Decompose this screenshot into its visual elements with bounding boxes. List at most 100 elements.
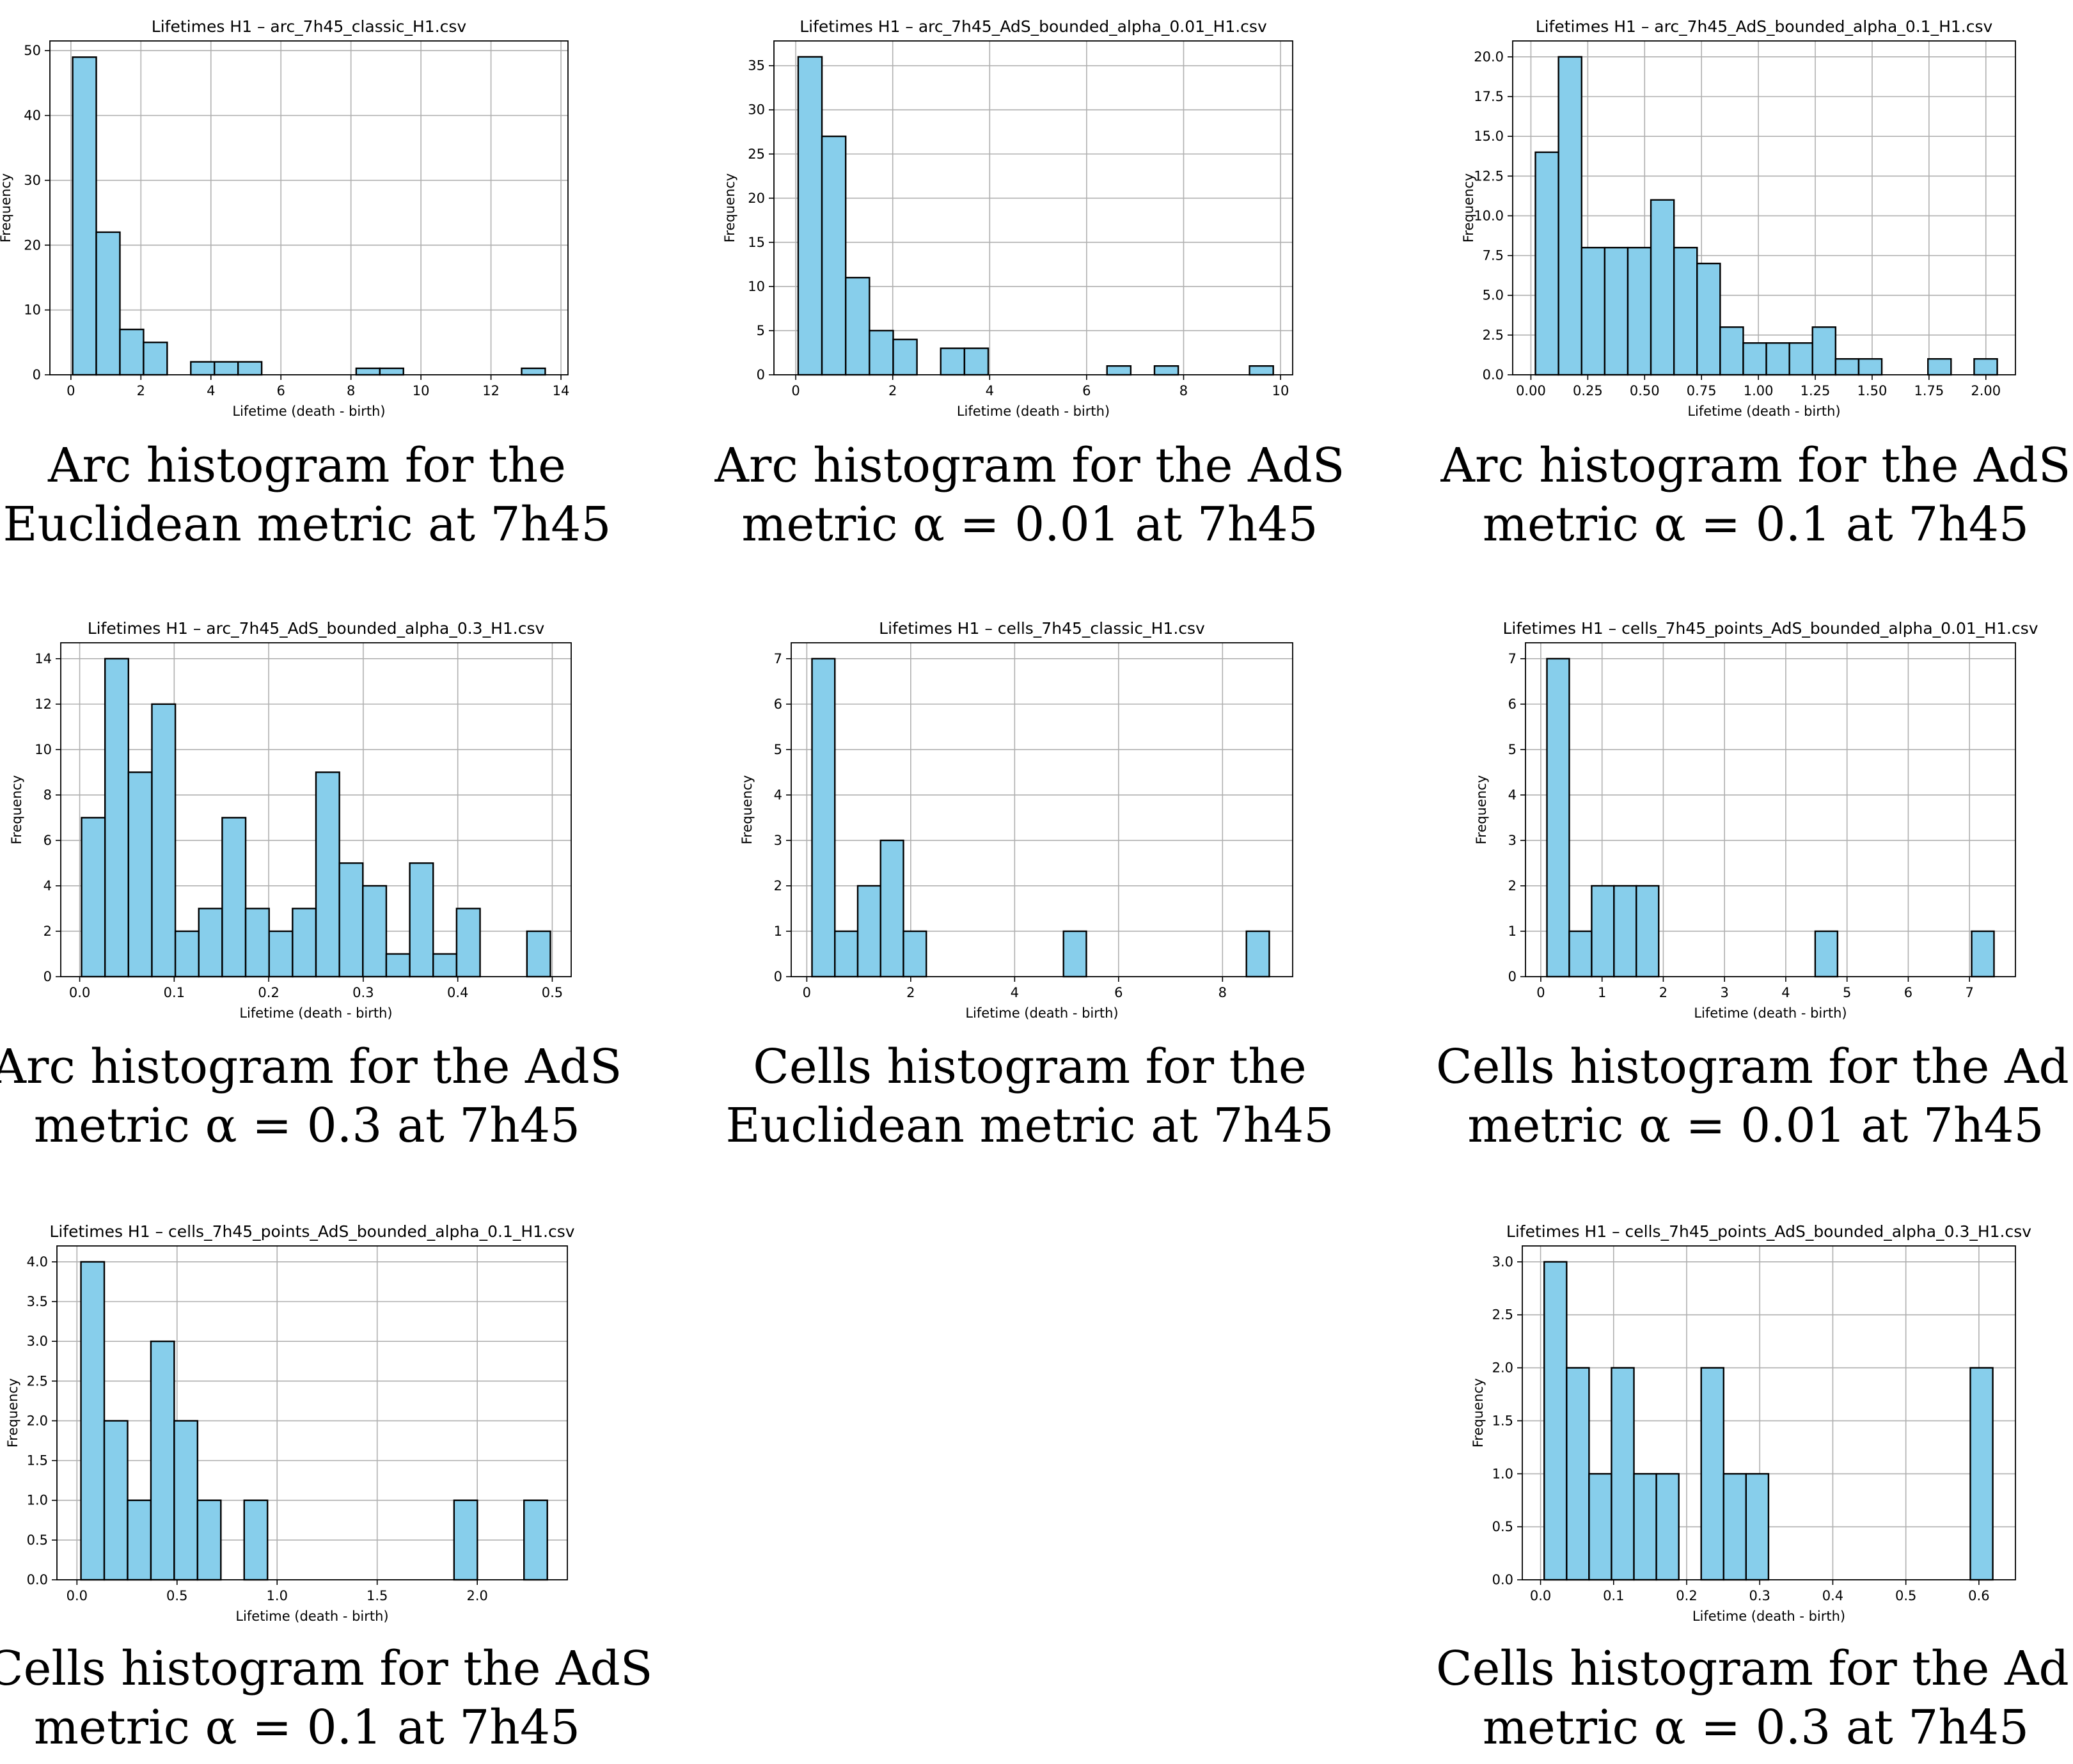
histogram-bar — [1834, 358, 1860, 376]
chart-title: Lifetimes H1 – cells_7h45_points_AdS_bou… — [1502, 619, 2038, 638]
y-tick-label: 14 — [35, 651, 52, 666]
histogram-bar — [811, 658, 836, 978]
y-tick-label: 4 — [1508, 787, 1517, 803]
caption-line: Arc histogram for the AdS — [714, 438, 1345, 493]
plot-frame — [1525, 642, 2016, 977]
chart-caption-7: Cells histogram for the AdS metric α = 0.… — [0, 1639, 652, 1757]
histogram-bar — [1613, 885, 1637, 978]
caption-line: Euclidean metric at 7h45 — [3, 497, 611, 552]
caption-line: Arc histogram for the AdS — [0, 1039, 622, 1094]
y-axis-label: Frequency — [5, 1378, 20, 1448]
x-tick-label: 1 — [1598, 985, 1606, 1000]
histogram-bar — [355, 367, 381, 376]
histogram-bar — [1604, 246, 1629, 376]
x-tick-label: 1.75 — [1914, 383, 1944, 398]
chart-caption-3: Arc histogram for the AdS metric α = 0.1 … — [1436, 436, 2073, 554]
caption-line: metric α = 0.01 at 7h45 — [741, 497, 1318, 552]
y-tick-label: 3.0 — [27, 1334, 48, 1349]
x-tick-label: 0.2 — [1676, 1588, 1697, 1603]
x-tick-label: 8 — [1179, 383, 1188, 398]
caption-line: Euclidean metric at 7h45 — [725, 1098, 1334, 1153]
y-tick-label: 5.0 — [1483, 288, 1504, 303]
y-tick-label: 2.5 — [1492, 1307, 1513, 1323]
y-tick-label: 3 — [1508, 833, 1517, 848]
y-axis-label: Frequency — [9, 775, 24, 845]
y-axis-label: Frequency — [0, 173, 13, 243]
histogram-bar — [190, 361, 216, 376]
y-tick-label: 10 — [35, 742, 52, 757]
histogram-bar — [237, 361, 263, 376]
x-tick-label: 2.0 — [466, 1588, 487, 1603]
histogram-bar — [80, 1261, 106, 1581]
chart-6: 0 1 2 3 4 5 6 7 0 1 2 3 4 5 6 7 Lifetimes H1 – cells_7h4… — [1474, 619, 2038, 1021]
x-axis-label: Lifetime (death - birth) — [232, 404, 385, 419]
histogram-bar — [1696, 262, 1721, 376]
x-tick-label: 2 — [1659, 985, 1667, 1000]
plot-frame — [1512, 40, 2016, 375]
chart-title: Lifetimes H1 – cells_7h45_classic_H1.csv — [879, 619, 1205, 638]
chart-caption-1: Arc histogram for the Euclidean metric at… — [0, 436, 627, 554]
histogram-bar — [104, 658, 130, 978]
y-tick-label: 3.5 — [27, 1294, 48, 1309]
chart-title: Lifetimes H1 – cells_7h45_points_AdS_bou… — [1506, 1222, 2031, 1241]
histogram-bar — [869, 329, 894, 376]
y-tick-label: 0.5 — [27, 1532, 48, 1548]
chart-title: Lifetimes H1 – cells_7h45_points_AdS_bou… — [49, 1222, 574, 1241]
y-tick-label: 12.5 — [1474, 168, 1504, 184]
caption-line: metric α = 0.3 at 7h45 — [1482, 1700, 2030, 1755]
y-tick-label: 20.0 — [1474, 49, 1504, 65]
y-tick-label: 4 — [43, 878, 52, 894]
histogram-bar — [1765, 342, 1790, 376]
x-tick-label: 1.0 — [267, 1588, 288, 1603]
plot-frame — [60, 642, 572, 977]
x-tick-label: 2 — [137, 383, 145, 398]
y-tick-label: 40 — [24, 108, 41, 123]
y-tick-label: 30 — [24, 173, 41, 188]
histogram-bar — [1106, 365, 1132, 376]
y-tick-label: 5 — [774, 742, 782, 757]
x-axis-label: Lifetime (death - birth) — [965, 1005, 1118, 1021]
histogram-bar — [221, 817, 247, 978]
plot-frame — [56, 1245, 568, 1580]
y-tick-label: 0.0 — [27, 1572, 48, 1587]
x-tick-label: 2.00 — [1971, 383, 2001, 398]
histogram-bar — [338, 862, 364, 978]
y-tick-label: 2.0 — [1492, 1360, 1513, 1376]
y-tick-label: 20 — [24, 237, 41, 253]
y-tick-label: 0 — [757, 367, 765, 382]
x-tick-label: 8 — [347, 383, 355, 398]
x-tick-label: 0.0 — [67, 1588, 88, 1603]
histogram-bar — [1857, 358, 1883, 376]
histogram-bar — [1588, 1473, 1612, 1581]
y-axis-label: Frequency — [722, 173, 737, 243]
chart-5: 0 2 4 6 8 0 1 2 3 4 5 6 7 Lifetimes H1 – cells_7h45_c… — [739, 619, 1293, 1021]
x-tick-label: 0 — [803, 985, 811, 1000]
chart-2: 0 2 4 6 8 10 0 5 10 15 20 25 30 35 Lifetimes H1 – arc_… — [722, 17, 1293, 419]
y-tick-label: 50 — [24, 43, 41, 58]
x-tick-label: 0 — [1536, 985, 1545, 1000]
x-tick-label: 6 — [1904, 985, 1912, 1000]
chart-title: Lifetimes H1 – arc_7h45_AdS_bounded_alph… — [88, 619, 545, 638]
y-tick-label: 0 — [774, 969, 782, 984]
chart-8: 0.0 0.1 0.2 0.3 0.4 0.5 0.6 0.0 0.5 1.0 1.5 2.0 2.5 3… — [1470, 1222, 2031, 1624]
x-tick-label: 0 — [791, 383, 800, 398]
x-tick-label: 0.3 — [352, 985, 374, 1000]
chart-caption-5: Cells histogram for the Euclidean metric … — [710, 1037, 1350, 1155]
histogram-bar — [1591, 885, 1615, 978]
x-tick-label: 0.00 — [1516, 383, 1546, 398]
caption-line: Cells histogram for the AdS — [1436, 1641, 2073, 1696]
chart-caption-8: Cells histogram for the AdS metric α = 0.… — [1436, 1639, 2073, 1757]
y-tick-label: 6 — [43, 833, 52, 848]
y-tick-label: 35 — [748, 58, 765, 74]
histogram-bar — [1655, 1473, 1680, 1581]
x-tick-label: 0.75 — [1687, 383, 1717, 398]
histogram-bar — [244, 908, 270, 978]
x-tick-label: 10 — [1272, 383, 1289, 398]
y-tick-label: 6 — [1508, 697, 1517, 712]
histogram-bar — [455, 908, 481, 978]
x-tick-label: 0.3 — [1749, 1588, 1770, 1603]
y-tick-label: 7.5 — [1483, 248, 1504, 264]
histogram-bar — [243, 1499, 269, 1581]
histogram-bar — [1745, 1473, 1770, 1581]
